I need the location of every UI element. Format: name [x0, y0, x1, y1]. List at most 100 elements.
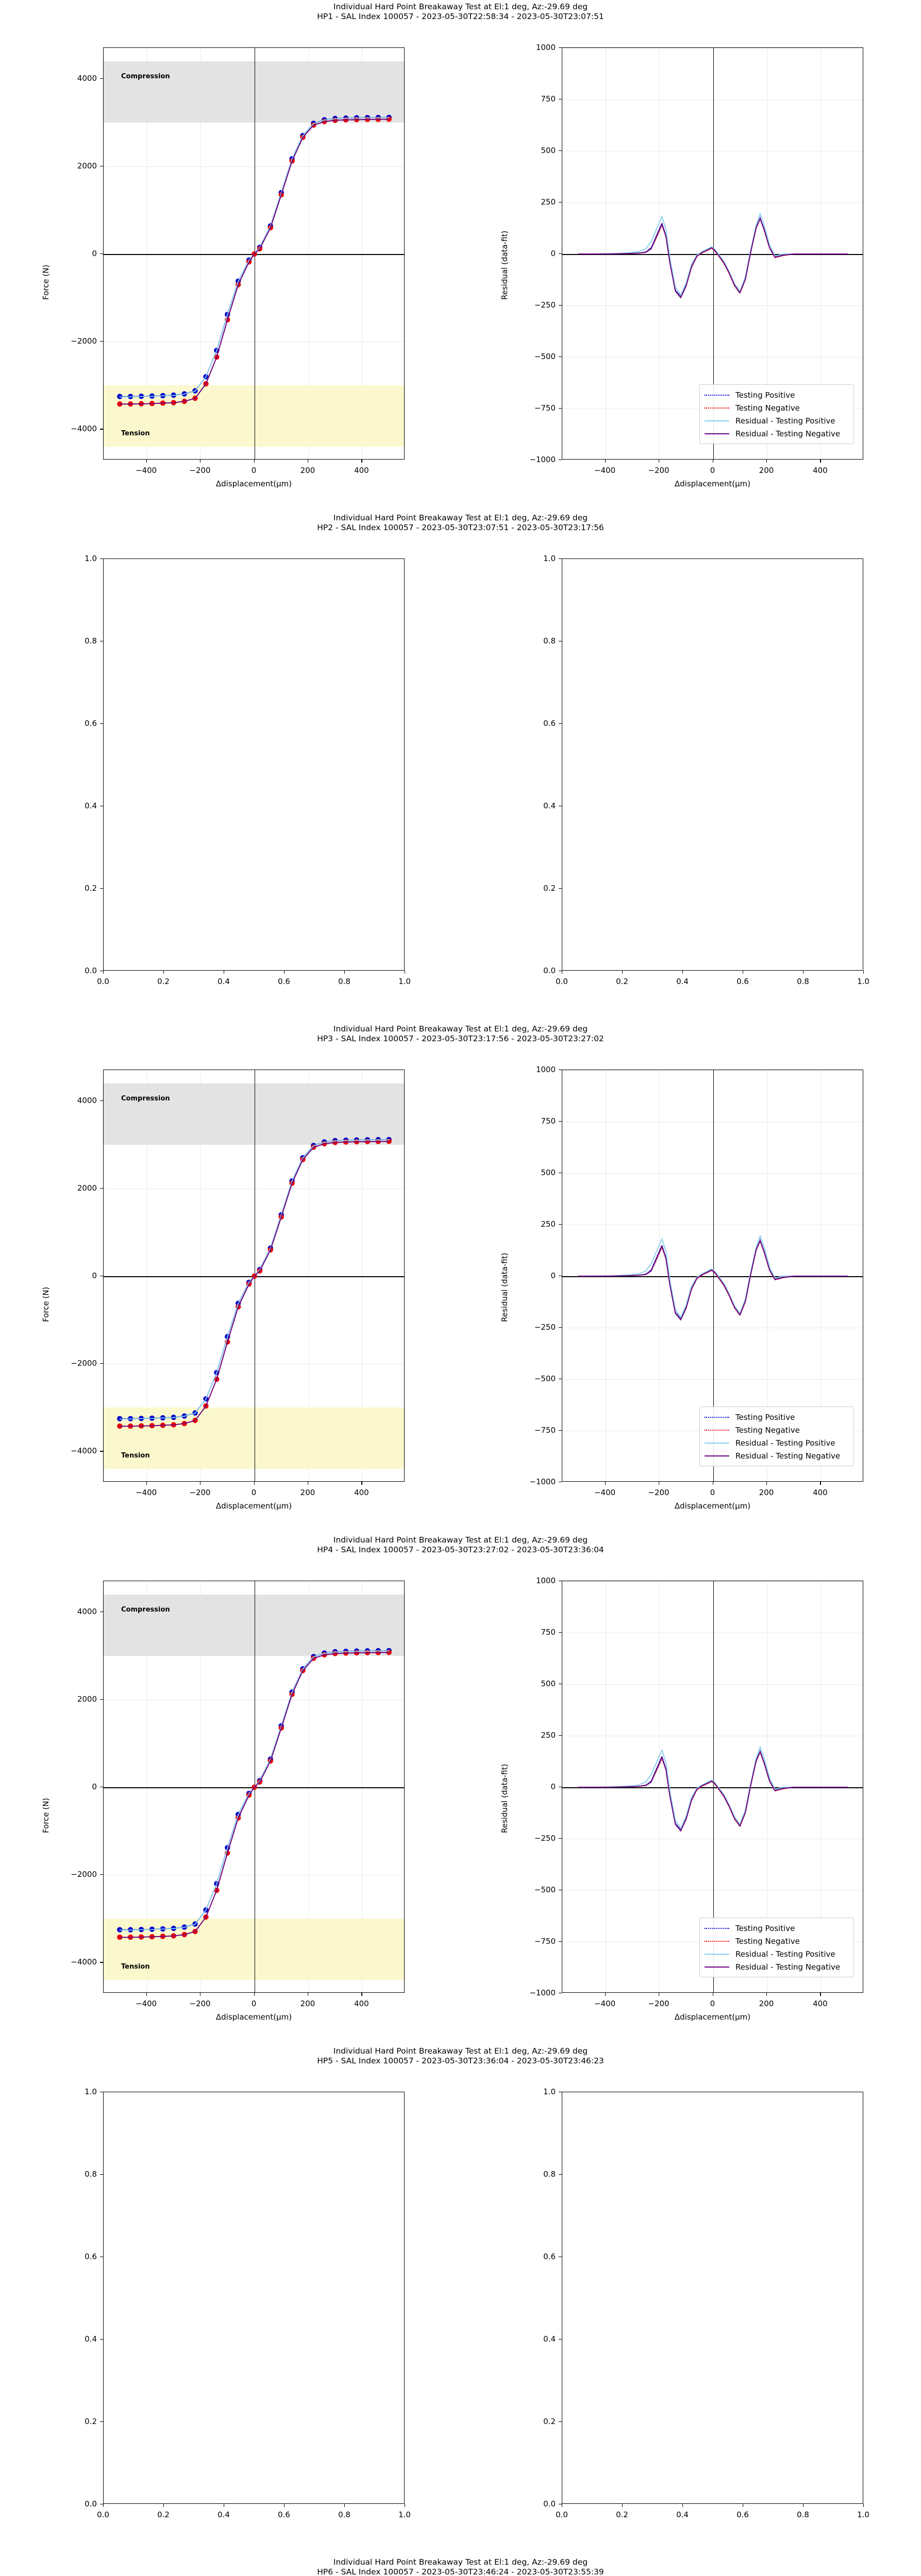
series-line: [578, 1745, 848, 1829]
y-tickmark: [559, 1430, 562, 1431]
legend-row: Testing Negative: [705, 401, 848, 414]
y-tickmark: [559, 1632, 562, 1633]
legend-swatch: [705, 433, 729, 435]
gridline-horizontal: [104, 166, 404, 167]
y-tick-label: 0.6: [85, 719, 97, 728]
legend-row: Residual - Testing Positive: [705, 1436, 848, 1449]
x-tick-label: 0.8: [797, 977, 809, 986]
series-group: [578, 212, 848, 299]
gridline-vertical: [308, 1581, 309, 1992]
x-tick-label: 0.0: [556, 2510, 568, 2519]
axes-force-hp1: Compression Tension: [103, 47, 405, 460]
y-tick-label: 0.8: [543, 2170, 556, 2179]
x-tick-label: −400: [594, 1488, 616, 1497]
legend-label: Residual - Testing Negative: [735, 1962, 841, 1972]
y-tickmark: [100, 341, 103, 342]
y-tickmark: [100, 1100, 103, 1101]
x-tick-label: 0.0: [97, 2510, 109, 2519]
y-tickmark: [559, 1735, 562, 1736]
y-tickmark: [100, 253, 103, 255]
legend-row: Residual - Testing Negative: [705, 1449, 848, 1462]
axis-label-y: Residual (data-fit): [500, 230, 509, 300]
x-tick-label: 0.2: [616, 2510, 628, 2519]
legend-row: Testing Negative: [705, 1423, 848, 1436]
gridline-horizontal: [562, 99, 863, 100]
gridline-horizontal: [562, 1581, 863, 1582]
legend-label: Residual - Testing Positive: [735, 1438, 835, 1448]
y-tick-label: 0: [92, 1271, 97, 1280]
y-tick-label: 0.2: [85, 2417, 97, 2426]
y-tick-label: 0.0: [85, 2499, 97, 2509]
y-tick-label: 250: [541, 1219, 556, 1229]
y-tick-label: −4000: [71, 1957, 97, 1967]
axis-label-y: Force (N): [41, 264, 51, 300]
legend-row: Residual - Testing Positive: [705, 1947, 848, 1960]
plot-subtitle: HP5 - SAL Index 100057 - 2023-05-30T23:3…: [317, 2056, 604, 2066]
y-tick-label: −250: [534, 1323, 556, 1332]
panel-titles-hp6: Individual Hard Point Breakaway Test at …: [0, 2557, 921, 2576]
x-tick-label: −200: [189, 1999, 211, 2008]
series-line: [578, 1751, 848, 1832]
plot-subtitle: HP6 - SAL Index 100057 - 2023-05-30T23:4…: [317, 2567, 604, 2576]
series-group: [578, 1745, 848, 1832]
x-tickmark: [605, 460, 606, 463]
axis-label-x: Δdisplacement(μm): [674, 2012, 751, 2022]
plot-subtitle: HP2 - SAL Index 100057 - 2023-05-30T23:0…: [317, 523, 604, 533]
x-tickmark: [766, 1482, 767, 1485]
legend-swatch: [705, 1966, 729, 1968]
panel-hp2: Individual Hard Point Breakaway Test at …: [0, 511, 921, 1022]
y-tick-label: 0.8: [85, 2170, 97, 2179]
y-tickmark: [100, 78, 103, 79]
y-tickmark: [559, 1327, 562, 1328]
x-tickmark: [146, 1993, 147, 1996]
x-tick-label: 400: [813, 1488, 828, 1497]
series-group: [117, 1137, 392, 1429]
legend-row: Residual - Testing Negative: [705, 1960, 848, 1973]
y-tick-label: 500: [541, 1168, 556, 1177]
legend-label: Residual - Testing Positive: [735, 1949, 835, 1959]
axes-residual-hp2: [562, 558, 863, 971]
x-tickmark: [146, 460, 147, 463]
zero-line-horizontal: [562, 1276, 863, 1277]
plot-title: Individual Hard Point Breakaway Test at …: [333, 2557, 588, 2567]
y-tick-label: −1000: [529, 1988, 556, 1997]
y-tickmark: [559, 1838, 562, 1839]
axes-force-hp5: [103, 2092, 405, 2504]
y-tick-label: 250: [541, 197, 556, 207]
series-line: [578, 1750, 848, 1832]
y-tick-label: 0.4: [543, 801, 556, 810]
x-tick-label: −400: [135, 466, 157, 475]
gridline-horizontal: [562, 1173, 863, 1174]
series-line: [578, 1750, 848, 1831]
x-tick-label: 0.2: [616, 977, 628, 986]
panel-hp5: Individual Hard Point Breakaway Test at …: [0, 2044, 921, 2555]
gridline-vertical: [200, 1581, 201, 1992]
series-line: [119, 116, 390, 397]
x-tickmark: [163, 971, 164, 974]
y-tick-label: 0.0: [543, 966, 556, 975]
series-line: [119, 1652, 390, 1938]
x-tick-label: 1.0: [398, 977, 411, 986]
x-tick-label: 200: [300, 1999, 315, 2008]
y-tick-label: 0.6: [543, 2252, 556, 2261]
y-tick-label: 2000: [77, 161, 97, 171]
x-tick-label: 0.6: [736, 977, 749, 986]
band-label-compression: Compression: [121, 72, 170, 80]
band-label-tension: Tension: [121, 1962, 150, 1971]
series-line: [119, 118, 390, 405]
x-tick-label: 0.8: [797, 2510, 809, 2519]
legend-label: Testing Positive: [735, 390, 795, 400]
y-tick-label: 0.6: [543, 719, 556, 728]
x-tick-label: 0: [710, 1488, 715, 1497]
y-tickmark: [100, 558, 103, 560]
y-tickmark: [559, 2421, 562, 2422]
y-tick-label: −750: [534, 1426, 556, 1435]
y-tickmark: [559, 150, 562, 151]
legend-row: Testing Positive: [705, 388, 848, 401]
y-tickmark: [559, 305, 562, 306]
series-line: [578, 1239, 848, 1319]
panel-hp4: Individual Hard Point Breakaway Test at …: [0, 1533, 921, 2044]
series-line: [578, 212, 848, 296]
y-tickmark: [100, 1874, 103, 1875]
